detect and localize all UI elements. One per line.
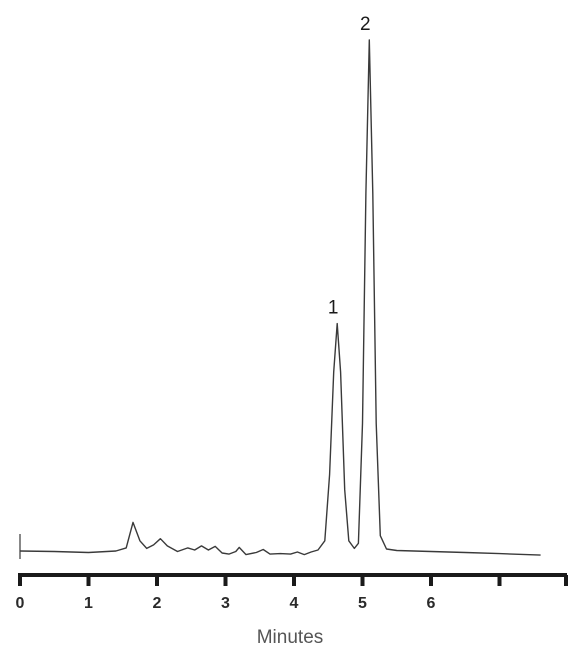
- x-axis-title: Minutes: [257, 627, 324, 648]
- x-tick-label: 0: [16, 595, 25, 612]
- x-tick-label: 3: [221, 595, 230, 612]
- x-tick-label: 1: [84, 595, 93, 612]
- peak-label-2: 2: [360, 14, 371, 35]
- x-axis-ticks: 0 1 2 3 4 5 6: [16, 575, 568, 612]
- x-tick-label: 5: [358, 595, 367, 612]
- peak-labels: 12: [328, 14, 371, 319]
- x-tick-label: 4: [290, 595, 299, 612]
- x-tick-label: 6: [427, 595, 436, 612]
- chromatogram-trace: [19, 39, 541, 556]
- peak-label-1: 1: [328, 298, 339, 319]
- x-tick-label: 2: [153, 595, 162, 612]
